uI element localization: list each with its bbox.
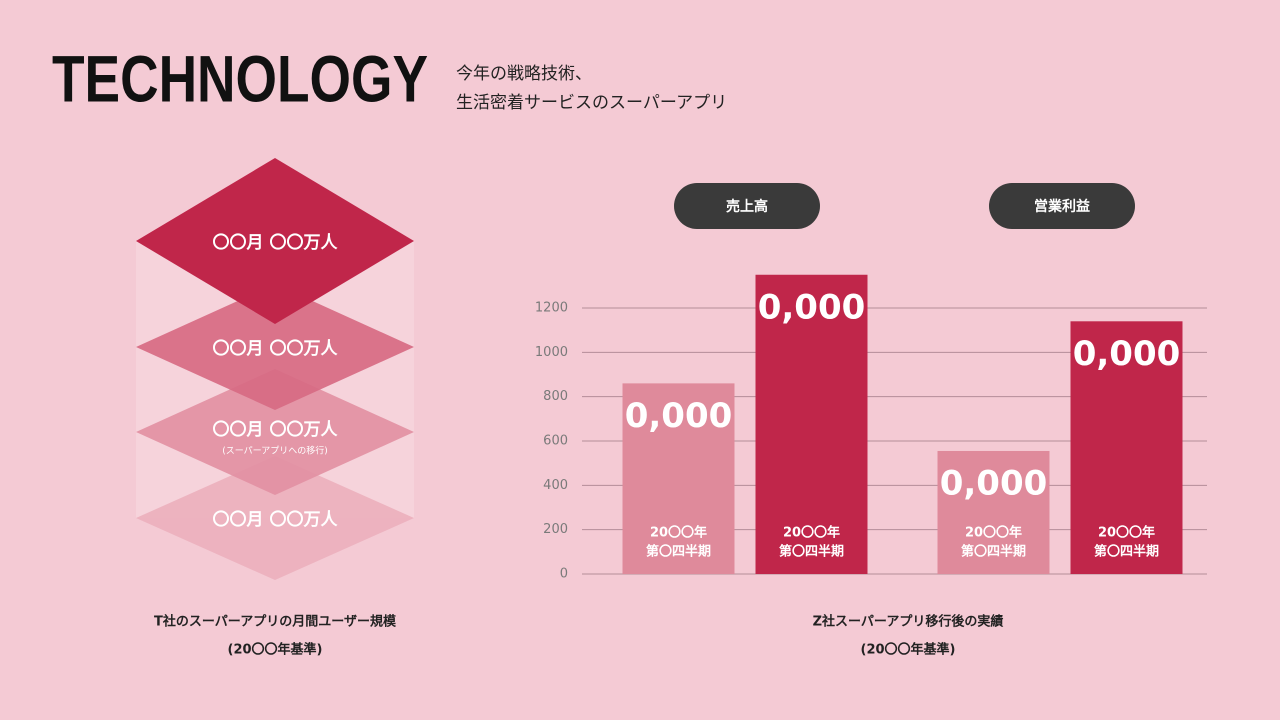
category-pill (674, 183, 820, 229)
y-tick-label: 0 (560, 567, 568, 582)
caption: Z社スーパーアプリ移行後の実績 (813, 614, 1004, 630)
bar (937, 450, 1050, 574)
bar-annotation: 0,000 (940, 463, 1048, 503)
category-label: 営業利益 (1034, 198, 1090, 215)
layer-diamond (136, 369, 414, 495)
layer-note: (スーパーアプリへの移行) (222, 445, 328, 457)
caption: T社のスーパーアプリの月間ユーザー規模 (154, 614, 397, 630)
category-label: 売上高 (726, 198, 768, 215)
series-label: 20〇〇年 (965, 525, 1022, 541)
series-label: 第〇四半期 (961, 544, 1026, 560)
category-pill (989, 183, 1135, 229)
y-tick-label: 600 (543, 434, 568, 449)
title: TECHNOLOGY (52, 41, 428, 115)
y-tick-label: 800 (543, 389, 568, 404)
bar-annotation: 0,000 (758, 287, 866, 327)
series-label: 20〇〇年 (650, 525, 707, 541)
series-label: 第〇四半期 (1094, 544, 1159, 560)
y-tick-label: 1200 (535, 301, 568, 316)
y-tick-label: 200 (543, 522, 568, 537)
bar (1070, 321, 1183, 574)
series-label: 第〇四半期 (646, 544, 711, 560)
layer-diamond (136, 456, 414, 580)
series-label: 第〇四半期 (779, 544, 844, 560)
series-label: 20〇〇年 (1098, 525, 1155, 541)
layer-label: 〇〇月 〇〇万人 (213, 510, 339, 530)
bar (622, 383, 735, 574)
subtitle: 今年の戦略技術、 (456, 64, 592, 84)
y-tick-label: 1000 (535, 345, 568, 360)
layer-label: 〇〇月 〇〇万人 (213, 233, 339, 253)
layer-diamond (136, 284, 414, 410)
bar-annotation: 0,000 (625, 396, 733, 436)
layer-label: 〇〇月 〇〇万人 (213, 420, 339, 440)
layer-diamond (136, 158, 414, 324)
caption: (20〇〇年基準) (861, 642, 956, 658)
layer-label: 〇〇月 〇〇万人 (213, 339, 339, 359)
subtitle: 生活密着サービスのスーパーアプリ (456, 93, 727, 113)
series-label: 20〇〇年 (783, 525, 840, 541)
bar-annotation: 0,000 (1073, 334, 1181, 374)
caption: (20〇〇年基準) (228, 642, 323, 658)
y-tick-label: 400 (543, 478, 568, 493)
bar (755, 274, 868, 574)
